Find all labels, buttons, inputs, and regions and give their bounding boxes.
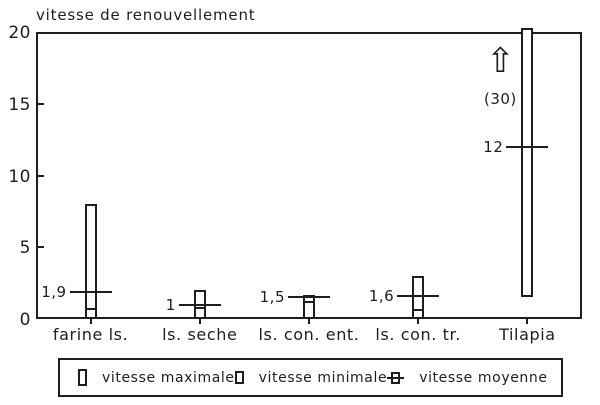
offscale-arrow-icon: ⇧ (486, 41, 515, 81)
mean-line (288, 296, 330, 299)
min-marker (303, 300, 315, 303)
x-axis-label: ls. seche (162, 325, 238, 344)
min-bar-icon (234, 371, 244, 384)
offscale-value-label: (30) (483, 90, 517, 108)
x-axis-label: ls. con. tr. (375, 325, 461, 344)
max-bar-icon (78, 369, 87, 386)
y-axis-tick (38, 246, 44, 249)
plot-area (36, 32, 582, 319)
mean-line (397, 295, 440, 298)
legend-item-minimale: vitesse minimale (234, 369, 388, 386)
min-marker (412, 309, 425, 312)
mean-line (506, 145, 549, 148)
legend-label: vitesse maximale (102, 369, 235, 386)
y-axis-tick-label: 20 (8, 23, 31, 43)
legend-label: vitesse minimale (258, 369, 388, 386)
y-axis-tick-label: 0 (19, 310, 31, 330)
range-bar (303, 294, 315, 319)
mean-value-label: 1,6 (368, 287, 395, 306)
mean-value-label: 1 (165, 295, 176, 314)
x-axis-tick (526, 319, 529, 324)
x-axis-label: Tilapia (499, 325, 556, 344)
x-axis-tick (198, 319, 201, 324)
x-axis-tick (308, 319, 310, 324)
min-marker (84, 307, 97, 310)
x-axis-label: ls. con. ent. (258, 325, 360, 344)
legend-label: vitesse moyenne (419, 369, 548, 386)
y-axis-tick-label: 15 (8, 94, 31, 115)
x-axis-tick (89, 319, 92, 324)
legend-box: vitesse maximale vitesse minimale vitess… (58, 358, 563, 397)
x-axis-tick (417, 319, 420, 324)
min-marker (193, 306, 206, 309)
mean-line (178, 303, 221, 306)
y-axis-tick-label: 10 (8, 166, 31, 187)
range-bar (84, 204, 97, 319)
y-axis-tick (38, 102, 44, 105)
x-axis-label: farine ls. (52, 325, 129, 344)
legend-item-maximale: vitesse maximale (78, 369, 235, 386)
mean-marker-icon (387, 371, 405, 385)
mean-value-label: 12 (483, 137, 504, 156)
legend-item-moyenne: vitesse moyenne (387, 370, 547, 386)
mean-value-label: 1,9 (41, 282, 67, 301)
mean-value-label: 1,5 (259, 288, 285, 307)
y-axis-tick-label: 5 (19, 238, 31, 259)
range-bar (412, 275, 425, 319)
mean-line (69, 290, 112, 293)
y-axis-tick (38, 174, 44, 177)
chart-title: vitesse de renouvellement (36, 6, 256, 24)
range-bar (521, 28, 534, 298)
